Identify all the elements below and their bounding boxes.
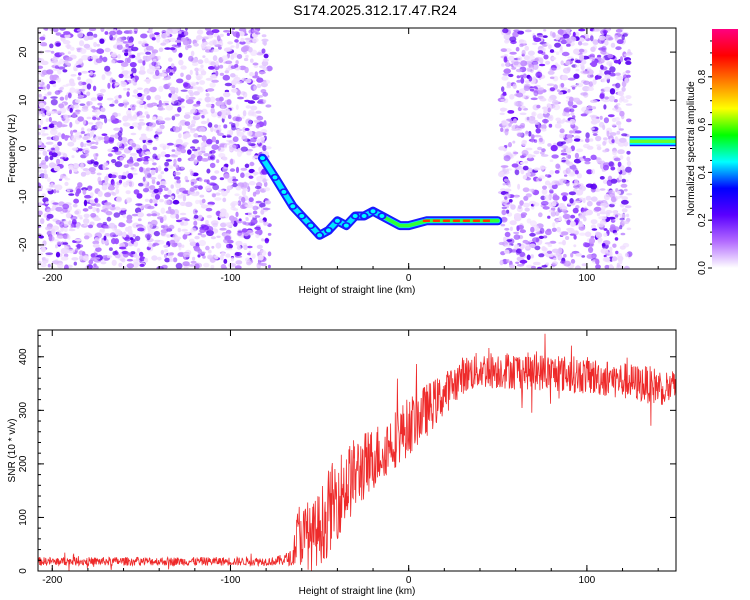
- x-tick-label: -100: [220, 273, 240, 284]
- colorbar-gradient: [712, 29, 738, 268]
- colorbar-tick-label: 0.0: [697, 261, 708, 275]
- snr-y-axis-label: SNR (10 * v/v): [7, 419, 18, 483]
- y-tick-label: -20: [18, 237, 29, 252]
- colorbar-tick-label: 0.6: [697, 117, 708, 131]
- x-tick-label: 100: [579, 575, 596, 586]
- x-tick-label: 100: [579, 273, 596, 284]
- y-tick-label: 300: [18, 402, 29, 419]
- signal-trace: [258, 136, 676, 240]
- noise-speckle: [38, 28, 633, 269]
- snr-series-line: [38, 333, 676, 571]
- x-tick-label: 0: [406, 273, 412, 284]
- x-tick-label: -200: [42, 575, 62, 586]
- y-tick-label: 200: [18, 455, 29, 472]
- spectrogram-y-axis-label: Frequency (Hz): [7, 114, 18, 183]
- y-tick-label: 400: [18, 348, 29, 365]
- x-tick-label: 0: [406, 575, 412, 586]
- snr-x-axis-label: Height of straight line (km): [299, 586, 416, 597]
- chart-title: S174.2025.312.17.47.R24: [293, 2, 457, 18]
- y-tick-label: 0: [18, 568, 29, 574]
- snr-plot: -200 -100 0 100 0 100 200 300 400 Height of strai…: [7, 329, 677, 597]
- spectrogram-x-axis-label: Height of straight line (km): [299, 285, 416, 296]
- colorbar-label: Normalized spectral amplitude: [686, 81, 697, 216]
- y-tick-label: 100: [18, 509, 29, 526]
- y-tick-label: 20: [18, 46, 29, 58]
- colorbar-tick-label: 0.8: [697, 69, 708, 83]
- colorbar-tick-label: 0.4: [697, 165, 708, 179]
- colorbar-tick-label: 0.2: [697, 213, 708, 227]
- y-tick-label: -10: [18, 189, 29, 204]
- x-tick-label: -200: [42, 273, 62, 284]
- y-tick-label: 10: [18, 94, 29, 106]
- snr-frame: [37, 329, 677, 572]
- y-tick-label: 0: [18, 145, 29, 151]
- x-tick-label: -100: [220, 575, 240, 586]
